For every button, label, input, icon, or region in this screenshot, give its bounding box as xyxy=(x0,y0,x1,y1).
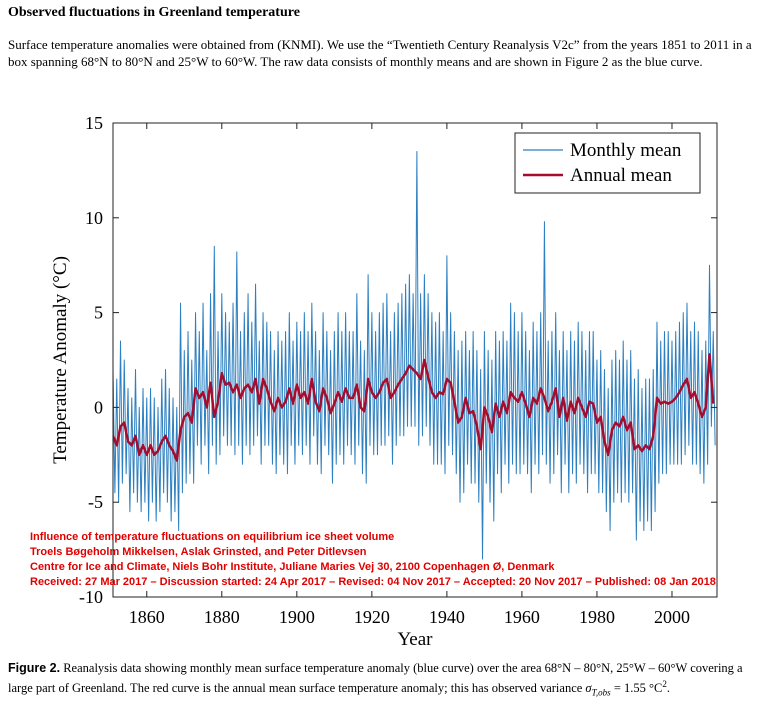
x-tick-label: 1880 xyxy=(204,607,240,627)
y-tick-label: -5 xyxy=(88,492,103,512)
intro-paragraph: Surface temperature anomalies were obtai… xyxy=(8,37,752,69)
y-axis-label: Temperature Anomaly (°C) xyxy=(50,256,71,464)
data-line xyxy=(113,150,716,560)
caption-symbol: σ xyxy=(585,681,592,696)
section-title: Observed fluctuations in Greenland tempe… xyxy=(8,5,300,20)
caption-subscript: T,obs xyxy=(591,687,611,698)
x-tick-label: 2000 xyxy=(654,607,690,627)
y-tick-label: 0 xyxy=(94,397,103,417)
x-tick-label: 1980 xyxy=(579,607,615,627)
caption-value: = 1.55 °C xyxy=(610,681,663,696)
x-tick-label: 1920 xyxy=(354,607,390,627)
x-tick-label: 1960 xyxy=(504,607,540,627)
x-tick-label: 1900 xyxy=(279,607,315,627)
x-axis-label: Year xyxy=(397,629,433,650)
caption-text: Reanalysis data showing monthly mean sur… xyxy=(8,661,743,696)
watermark-line: Centre for Ice and Climate, Niels Bohr I… xyxy=(30,561,555,573)
x-tick-label: 1940 xyxy=(429,607,465,627)
y-tick-label: 15 xyxy=(85,113,103,133)
plot-frame xyxy=(112,122,718,598)
y-tick-label: 10 xyxy=(85,208,103,228)
y-tick-label: 5 xyxy=(94,303,103,323)
y-tick-label: -10 xyxy=(79,587,103,607)
watermark-line: Influence of temperature fluctuations on… xyxy=(30,531,395,543)
watermark-line: Received: 27 Mar 2017 – Discussion start… xyxy=(30,576,716,588)
x-tick-label: 1860 xyxy=(129,607,165,627)
data-line xyxy=(113,353,715,462)
caption-superscript: 2 xyxy=(662,679,667,689)
watermark-line: Troels Bøgeholm Mikkelsen, Aslak Grinste… xyxy=(30,546,367,558)
legend-label: Annual mean xyxy=(570,165,672,186)
legend-box xyxy=(514,132,701,194)
figure-caption: Figure 2. Reanalysis data showing monthl… xyxy=(8,660,760,701)
caption-end: . xyxy=(666,681,670,696)
legend-label: Monthly mean xyxy=(570,140,682,161)
caption-label: Figure 2. xyxy=(8,661,61,675)
